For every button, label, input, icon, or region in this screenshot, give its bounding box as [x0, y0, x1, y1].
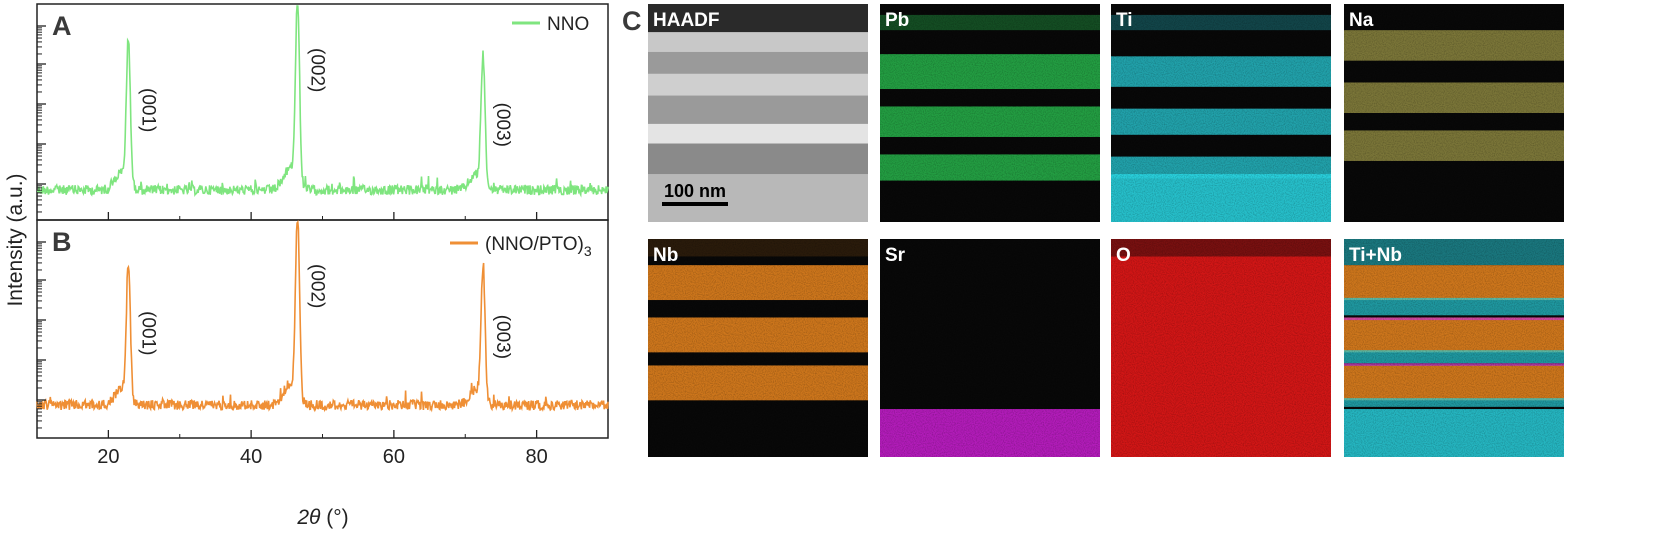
eds-tile-pb: Pb	[880, 4, 1100, 222]
legend-a-label: NNO	[547, 14, 589, 35]
panel-b-peak-labels: (001) (002) (003)	[137, 264, 513, 359]
x-tick-label: 60	[383, 446, 405, 468]
panel-b-x-ticks	[36, 430, 609, 438]
eds-tile-ti: Ti	[1111, 4, 1331, 222]
layer-band	[648, 32, 868, 52]
eds-tile-sr: Sr	[880, 239, 1100, 457]
panel-b-letter: B	[52, 227, 72, 257]
panel-a-peak-labels: (001) (002) (003)	[137, 48, 513, 147]
noise-texture	[1111, 239, 1331, 457]
peak-label: (001)	[137, 311, 158, 355]
peak-label: (002)	[307, 264, 328, 308]
panel-a-x-ticks	[36, 212, 609, 220]
xrd-panel-a: A (001) (002) (003) NNO	[36, 3, 609, 221]
noise-texture	[880, 239, 1100, 457]
eds-tile-ti-nb: Ti+Nb	[1344, 239, 1564, 457]
eds-tile-label: Ti+Nb	[1349, 245, 1402, 266]
eds-tile-label: Nb	[653, 245, 678, 266]
layer-band	[648, 123, 868, 144]
eds-tile-label: Ti	[1116, 10, 1133, 31]
noise-texture	[1344, 4, 1564, 222]
legend-b-label: (NNO/PTO)3	[485, 234, 592, 259]
peak-label: (002)	[307, 48, 328, 92]
layer-band	[648, 73, 868, 96]
layer-band	[648, 174, 868, 222]
legend-b-base: (NNO/PTO)	[485, 234, 584, 255]
noise-texture	[1111, 4, 1331, 222]
x-tick-label: 80	[526, 446, 548, 468]
haadf-capping	[648, 4, 868, 32]
layer-band	[648, 143, 868, 175]
eds-tile-haadf: 100 nm HAADF	[648, 4, 868, 222]
x-tick-labels: 20 40 60 80	[97, 446, 548, 468]
eds-tile-na: Na	[1344, 4, 1564, 222]
panel-b-curve	[36, 219, 609, 413]
panel-a-curve	[36, 5, 609, 198]
panel-a-y-ticks	[37, 25, 46, 213]
y-axis-title: Intensity (a.u.)	[4, 173, 27, 306]
eds-tile-o: O	[1111, 239, 1331, 457]
panel-b-y-ticks	[37, 241, 46, 429]
noise-texture	[648, 239, 868, 457]
x-tick-label: 20	[97, 446, 119, 468]
noise-texture	[880, 4, 1100, 222]
xrd-panel-b: B (001) (002) (003) (NNO/PTO)3	[36, 219, 609, 439]
peak-label: (003)	[492, 103, 513, 147]
xrd-series-line	[36, 5, 609, 198]
eds-tile-nb: Nb	[648, 239, 868, 457]
eds-tile-label: Na	[1349, 10, 1374, 31]
eds-tile-label: Pb	[885, 10, 909, 31]
panel-c-letter: C	[622, 6, 642, 36]
eds-tile-label: O	[1116, 245, 1131, 266]
peak-label: (003)	[492, 315, 513, 359]
scale-bar-label: 100 nm	[664, 181, 726, 201]
eds-tile-label: HAADF	[653, 10, 720, 31]
noise-texture	[1344, 239, 1564, 457]
eds-map-grid: 100 nm HAADF Pb Ti Na Nb Sr O Ti+Nb	[648, 4, 1564, 457]
xrd-series-line	[36, 219, 609, 413]
x-tick-label: 40	[240, 446, 262, 468]
eds-tile-label: Sr	[885, 245, 906, 266]
legend-b-subscript: 3	[584, 243, 592, 259]
x-axis-title-unit: (°)	[320, 506, 348, 529]
peak-label: (001)	[137, 88, 158, 132]
panel-a-letter: A	[52, 11, 72, 41]
x-axis-title: 2θ (°)	[296, 506, 348, 529]
x-axis-title-symbol: 2θ	[296, 506, 321, 529]
